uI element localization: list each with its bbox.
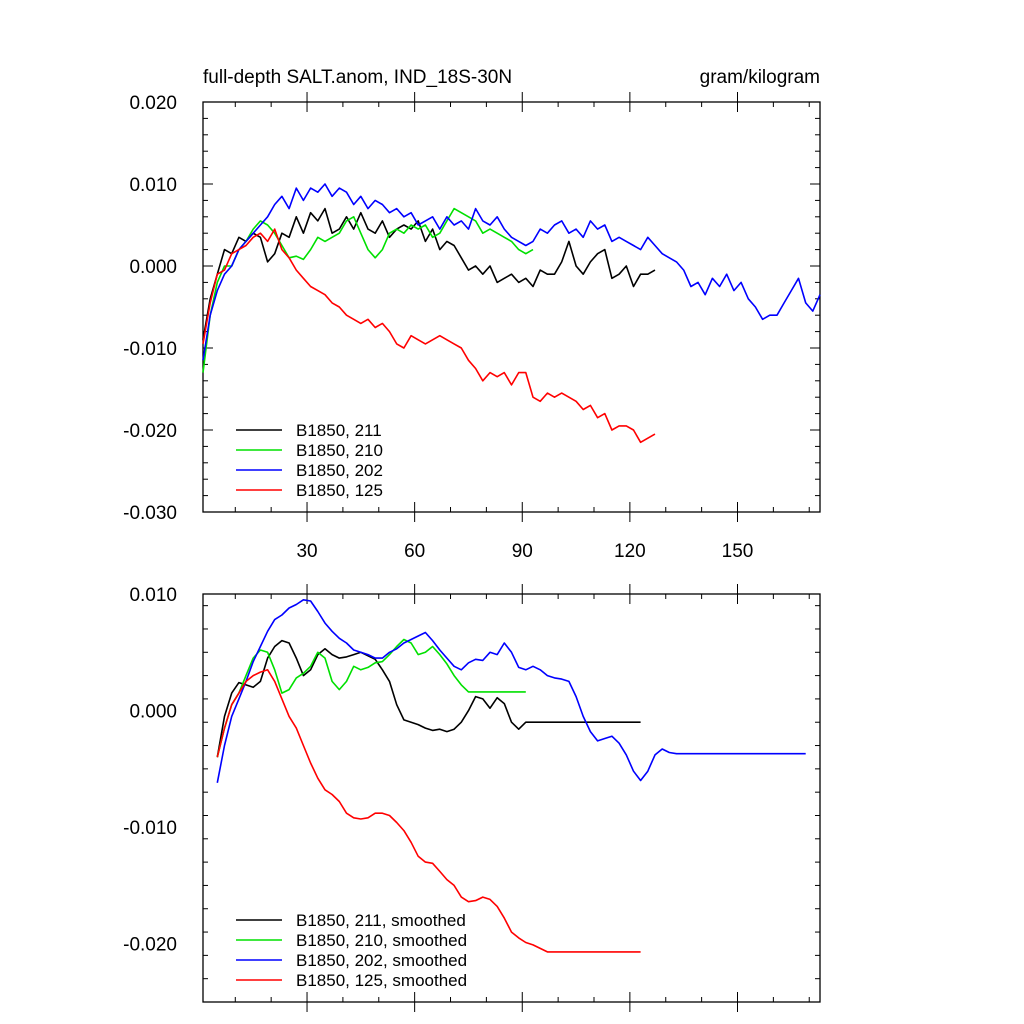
x-tick-label: 120 [614,541,646,562]
x-tick-label: 30 [296,541,317,562]
legend-label: B1850, 125 [296,481,383,500]
series-line [202,207,656,340]
series-line [216,598,806,783]
x-tick-label: 90 [512,541,533,562]
legend-label: B1850, 210 [296,441,383,460]
y-tick-label: -0.020 [123,421,177,442]
plot-frame [202,101,821,513]
top-panel: -0.030 -0.020 -0.010 0.000 0.010 0.020 30 60 90 1… [123,92,821,562]
y-tick-label: 0.020 [129,93,177,114]
y-tick-label: -0.030 [123,503,177,524]
legend-label: B1850, 211, smoothed [296,911,466,930]
legend-label: B1850, 125, smoothed [296,971,467,990]
legend-label: B1850, 211 [296,421,382,440]
y-tick-label: -0.010 [123,339,177,360]
legend-label: B1850, 202, smoothed [296,951,467,970]
series-line [202,207,534,373]
series-line [216,639,641,758]
y-tick-label: -0.020 [123,935,177,956]
figure-title: full-depth SALT.anom, IND_18S-30N [203,67,512,88]
x-tick-label: 150 [722,541,754,562]
series-line [216,638,526,758]
y-tick-label: 0.010 [129,175,177,196]
legend-label: B1850, 210, smoothed [296,931,467,950]
bottom-panel: -0.020 -0.010 0.000 0.010 B1850, 211, smooth… [123,584,821,1012]
y-tick-label: 0.010 [129,585,177,606]
series-line [202,183,821,361]
y-tick-label: -0.010 [123,818,177,839]
y-tick-label: 0.000 [129,702,177,723]
legend-label: B1850, 202 [296,461,383,480]
units-label: gram/kilogram [700,67,820,88]
series-line [202,228,656,444]
plot-frame [202,593,821,1003]
y-tick-label: 0.000 [129,257,177,278]
series-line [216,668,641,953]
x-tick-label: 60 [404,541,425,562]
